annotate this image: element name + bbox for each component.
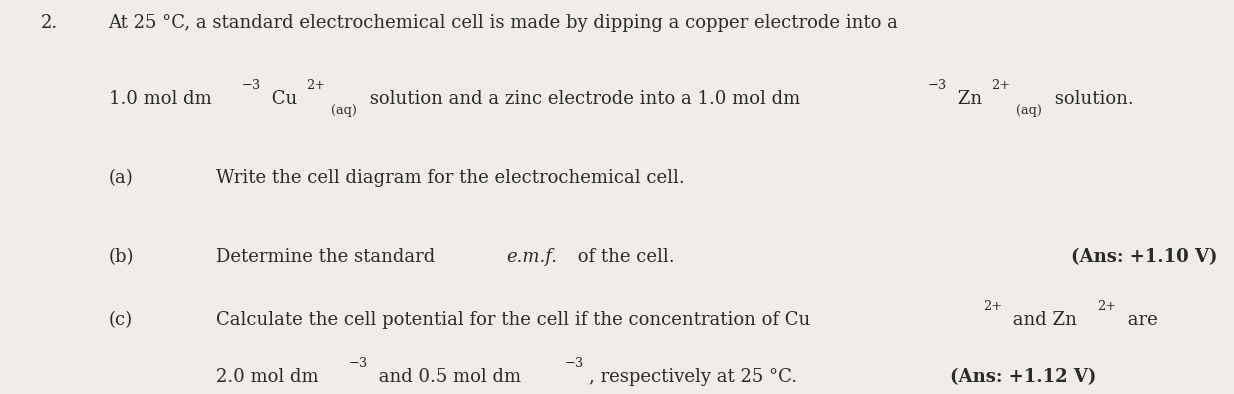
Text: 2+: 2+ xyxy=(982,300,1002,313)
Text: are: are xyxy=(1122,311,1157,329)
Text: −3: −3 xyxy=(927,80,946,93)
Text: (aq): (aq) xyxy=(331,104,357,117)
Text: Calculate the cell potential for the cell if the concentration of Cu: Calculate the cell potential for the cel… xyxy=(216,311,811,329)
Text: , respectively at 25 °C.: , respectively at 25 °C. xyxy=(589,368,797,386)
Text: Cu: Cu xyxy=(267,90,297,108)
Text: e.m.f.: e.m.f. xyxy=(506,248,558,266)
Text: Zn: Zn xyxy=(953,90,982,108)
Text: Write the cell diagram for the electrochemical cell.: Write the cell diagram for the electroch… xyxy=(216,169,685,187)
Text: (a): (a) xyxy=(109,169,133,187)
Text: 2+: 2+ xyxy=(1097,300,1117,313)
Text: of the cell.: of the cell. xyxy=(573,248,675,266)
Text: solution and a zinc electrode into a 1.0 mol dm: solution and a zinc electrode into a 1.0… xyxy=(364,90,801,108)
Text: (aq): (aq) xyxy=(1016,104,1041,117)
Text: −3: −3 xyxy=(564,357,584,370)
Text: 1.0 mol dm: 1.0 mol dm xyxy=(109,90,211,108)
Text: (c): (c) xyxy=(109,311,133,329)
Text: solution.: solution. xyxy=(1049,90,1134,108)
Text: 2.0 mol dm: 2.0 mol dm xyxy=(216,368,318,386)
Text: (b): (b) xyxy=(109,248,135,266)
Text: 2+: 2+ xyxy=(991,80,1011,93)
Text: 2.: 2. xyxy=(41,13,58,32)
Text: and Zn: and Zn xyxy=(1007,311,1077,329)
Text: −3: −3 xyxy=(241,80,260,93)
Text: (Ans: +1.10 V): (Ans: +1.10 V) xyxy=(1071,248,1218,266)
Text: (Ans: +1.12 V): (Ans: +1.12 V) xyxy=(950,368,1097,386)
Text: −3: −3 xyxy=(348,357,368,370)
Text: At 25 °C, a standard electrochemical cell is made by dipping a copper electrode : At 25 °C, a standard electrochemical cel… xyxy=(109,13,898,32)
Text: 2+: 2+ xyxy=(306,80,326,93)
Text: Determine the standard: Determine the standard xyxy=(216,248,441,266)
Text: and 0.5 mol dm: and 0.5 mol dm xyxy=(373,368,521,386)
